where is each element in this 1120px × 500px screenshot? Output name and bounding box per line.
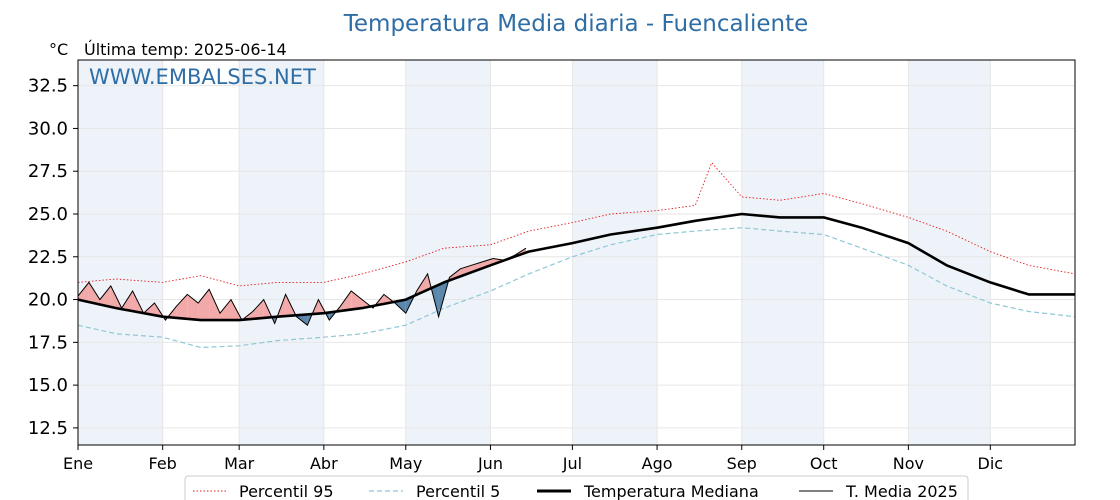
x-tick-label: Mar [224, 454, 255, 473]
y-tick-label: 15.0 [28, 375, 68, 396]
fill-above-median [198, 289, 210, 321]
series-line-median [77, 212, 1075, 322]
month-band [908, 60, 991, 445]
x-tick-label: Ago [642, 454, 673, 473]
chart-title: Temperatura Media diaria - Fuencaliente [343, 11, 808, 37]
legend-label-median: Temperatura Mediana [583, 482, 759, 500]
series-line-current [77, 247, 527, 326]
legend-label-current: T. Media 2025 [845, 482, 958, 500]
x-tick-label: Oct [810, 454, 838, 473]
fill-above-median [220, 299, 231, 321]
grid [77, 60, 1075, 445]
x-tick-label: Dic [978, 454, 1004, 473]
x-tick-label: Abr [310, 454, 338, 473]
plot-frame [77, 59, 1076, 446]
fill-above-median [340, 291, 352, 311]
x-tick-label: Nov [893, 454, 924, 473]
fill-above-median [252, 299, 264, 319]
watermark: WWW.EMBALSES.NET [89, 65, 316, 89]
y-tick-label: 32.5 [28, 76, 68, 97]
y-axis: 12.5 15.0 17.5 20.0 22.5 25.0 27.5 30.0 32.5 [28, 76, 78, 439]
series-lines [77, 161, 1076, 349]
x-tick-label: Jun [477, 454, 503, 473]
month-band [405, 60, 491, 445]
fill-above-median [78, 282, 89, 302]
x-tick-label: May [389, 454, 422, 473]
legend-box [184, 475, 969, 500]
last-update-label: Última temp: 2025-06-14 [84, 40, 287, 59]
y-tick-label: 27.5 [28, 161, 68, 182]
y-axis-unit: °C [49, 40, 68, 59]
fill-above-median [209, 289, 220, 321]
fill-above-median [351, 291, 363, 310]
x-axis: Ene Feb Mar Abr May Jun Jul Ago Sep Oct Nov Dic [63, 445, 1003, 473]
deviation-fills [78, 248, 526, 326]
month-band [239, 60, 324, 445]
legend: Percentil 95 Percentil 5 Temperatura Med… [184, 475, 969, 500]
fill-above-median [88, 282, 100, 305]
y-tick-label: 30.0 [28, 118, 68, 139]
month-band [572, 60, 658, 445]
fill-above-median [187, 294, 199, 320]
month-bands [78, 60, 991, 445]
fill-above-median [99, 285, 111, 307]
x-tick-label: Jul [562, 454, 582, 473]
x-tick-label: Sep [727, 454, 757, 473]
fill-above-median [176, 294, 188, 319]
y-tick-label: 25.0 [28, 204, 68, 225]
fill-above-median [482, 258, 494, 269]
month-band [741, 60, 824, 445]
y-tick-label: 12.5 [28, 418, 68, 439]
x-tick-label: Feb [149, 454, 177, 473]
series-line-p95 [77, 161, 1076, 287]
legend-label-p5: Percentil 5 [416, 482, 500, 500]
series-line-p5 [77, 227, 1076, 349]
fill-above-median [449, 268, 461, 281]
fill-below-median [394, 299, 406, 314]
y-tick-label: 17.5 [28, 332, 68, 353]
x-tick-label: Ene [63, 454, 93, 473]
y-tick-label: 20.0 [28, 290, 68, 311]
legend-label-p95: Percentil 95 [239, 482, 334, 500]
y-tick-label: 22.5 [28, 247, 68, 268]
month-band [78, 60, 163, 445]
